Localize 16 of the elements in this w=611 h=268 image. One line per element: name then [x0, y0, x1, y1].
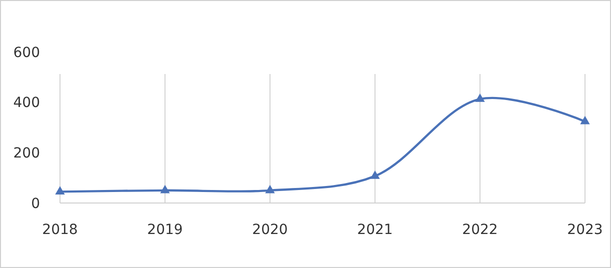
- x-tick-label: 2018: [42, 222, 78, 238]
- x-tick-label: 2022: [462, 222, 498, 238]
- x-tick-label: 2019: [147, 222, 183, 238]
- y-tick-label: 200: [13, 146, 40, 162]
- point: [55, 186, 65, 194]
- x-tick-label: 2023: [567, 222, 603, 238]
- point: [265, 184, 275, 194]
- point: [475, 94, 485, 102]
- y-tick-label: 400: [13, 95, 40, 112]
- x-tick-label: 2020: [252, 222, 288, 238]
- point: [580, 116, 590, 124]
- point: [370, 170, 380, 179]
- x-tick-label: 2021: [357, 222, 393, 238]
- point: [160, 184, 170, 194]
- y-tick-label: 600: [13, 44, 40, 61]
- y-tick-label: 0: [31, 196, 40, 212]
